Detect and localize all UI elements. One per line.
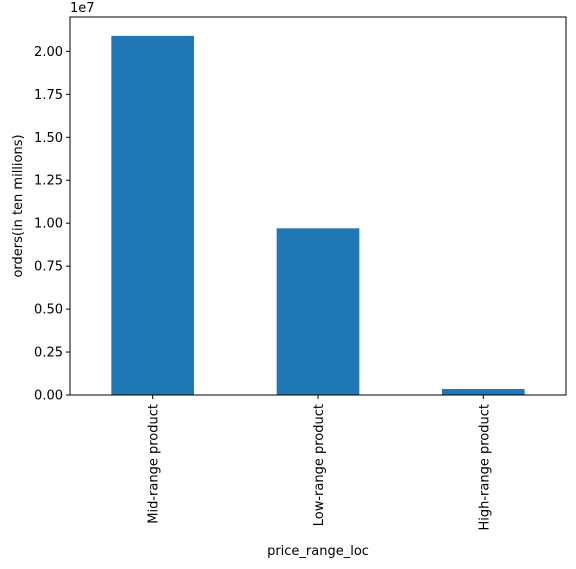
y-tick-label-5: 1.25 — [34, 174, 63, 189]
y-tick-label-8: 2.00 — [34, 45, 63, 60]
x-tick-label-1: Low-range product — [312, 404, 327, 526]
bars-group — [111, 35, 525, 396]
y-tick-label-1: 0.25 — [34, 346, 63, 361]
y-tick-label-4: 1.00 — [34, 217, 63, 232]
y-tick-label-7: 1.75 — [34, 88, 63, 103]
y-tick-label-0: 0.00 — [34, 389, 63, 404]
y-tick-label-6: 1.50 — [34, 131, 63, 146]
y-offset-text: 1e7 — [70, 1, 95, 16]
bar-1 — [276, 228, 360, 395]
y-tick-label-3: 0.75 — [34, 260, 63, 275]
bar-0 — [111, 35, 194, 396]
x-tick-label-0: Mid-range product — [147, 404, 162, 524]
y-axis-ticks: 0.00 0.25 0.50 0.75 1.00 1.25 1.50 1.75 2.00 — [34, 45, 70, 404]
y-tick-label-2: 0.50 — [34, 303, 63, 318]
x-axis-label: price_range_loc — [267, 544, 369, 559]
x-axis-ticks: Mid-range product Low-range product High-r… — [147, 395, 492, 531]
y-axis-label: orders(in ten millions) — [11, 134, 26, 277]
x-tick-label-2: High-range product — [477, 404, 492, 531]
bar-2 — [442, 388, 525, 395]
plot-frame — [69, 16, 567, 396]
